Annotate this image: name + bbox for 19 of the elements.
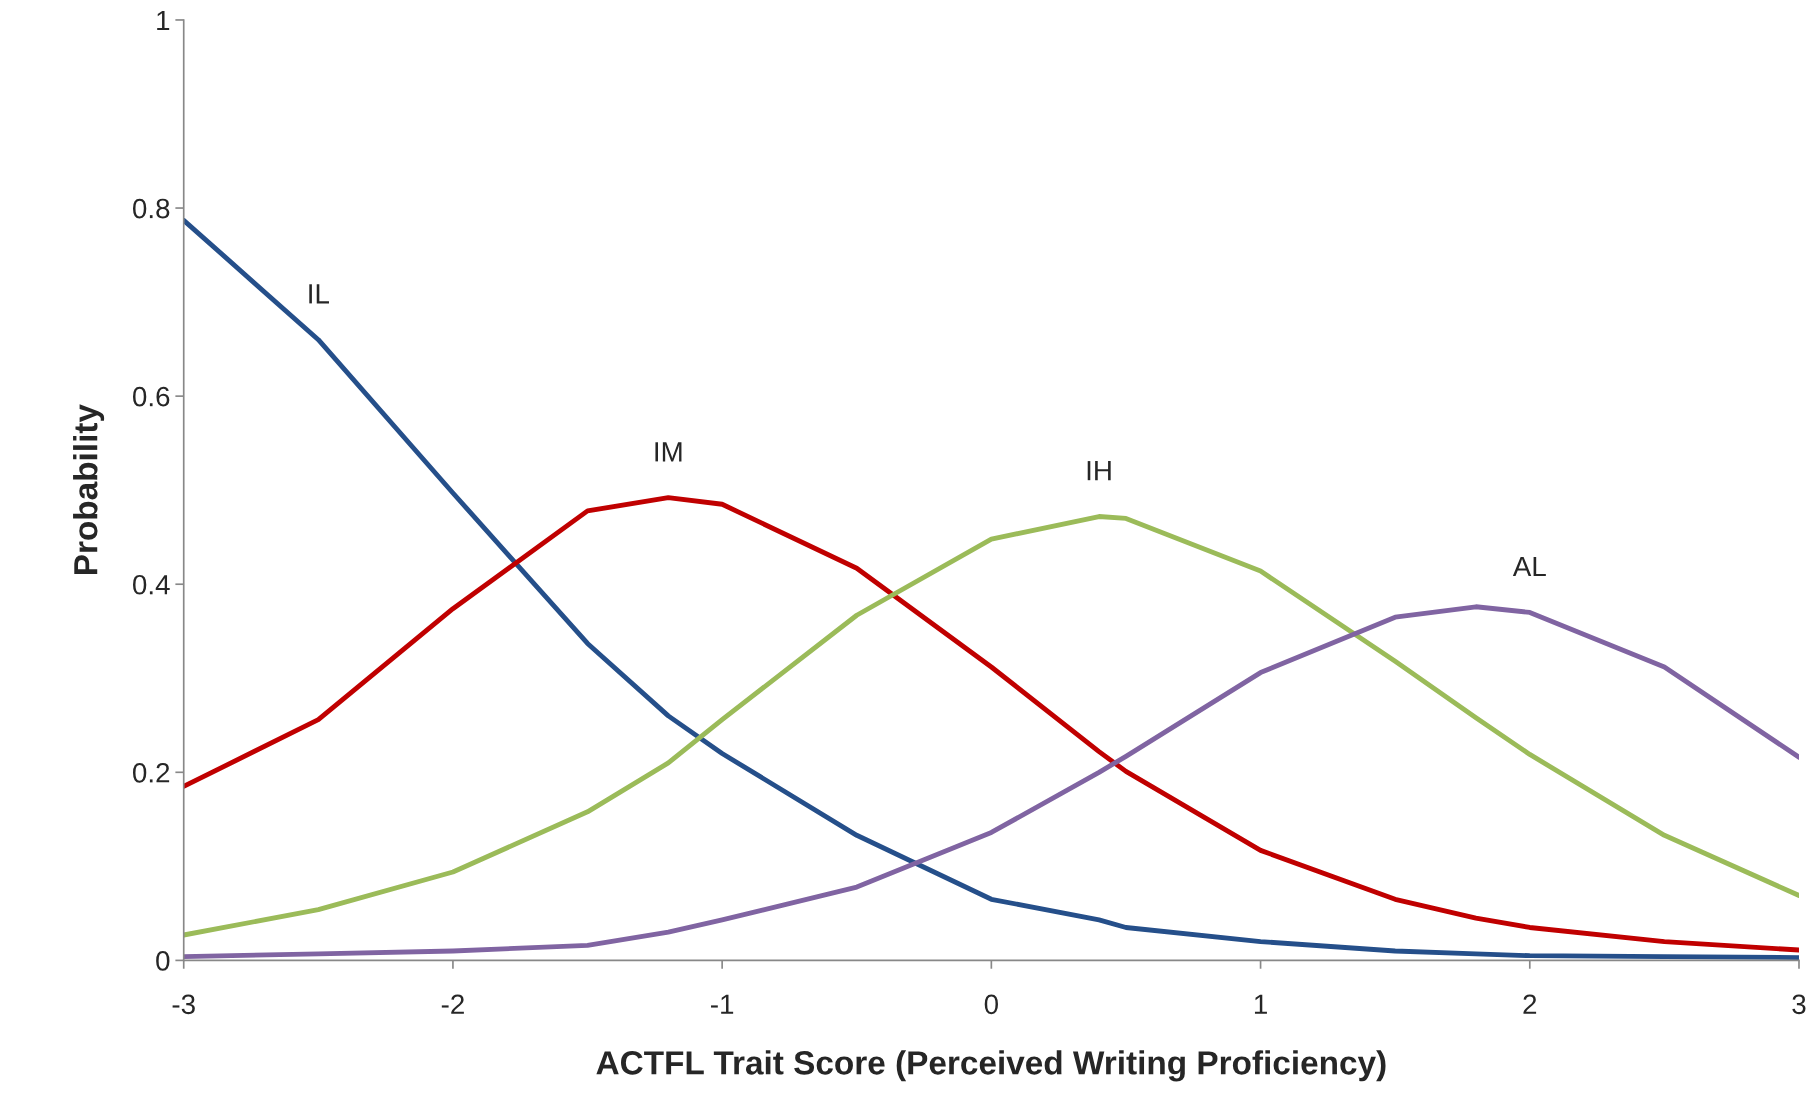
x-tick-label: 2 [1523, 994, 1537, 1014]
y-tick-label: 0.8 [133, 198, 170, 219]
annotation: AL [1512, 557, 1546, 577]
y-tick-label: 0.6 [133, 386, 170, 407]
x-axis-title: ACTFL Trait Score (Perceived Writing Proficiency) [596, 1050, 1386, 1082]
annotation: IL [309, 284, 329, 304]
x-tick-label: -1 [711, 994, 734, 1014]
annotation: IM [655, 442, 682, 462]
y-axis-title: Probability [73, 404, 105, 575]
y-tick-label: 0.4 [133, 574, 170, 595]
x-tick-label: -3 [172, 994, 195, 1015]
y-tick-label: 0 [156, 951, 170, 971]
y-tick-label: 1 [157, 10, 170, 31]
x-tick-label: 3 [1792, 994, 1806, 1015]
x-tick-label: 1 [1254, 994, 1267, 1014]
y-tick-label: 0.2 [133, 762, 170, 783]
x-tick-label: -2 [441, 994, 464, 1014]
annotation: IH [1087, 461, 1111, 481]
x-tick-label: 0 [984, 994, 998, 1015]
